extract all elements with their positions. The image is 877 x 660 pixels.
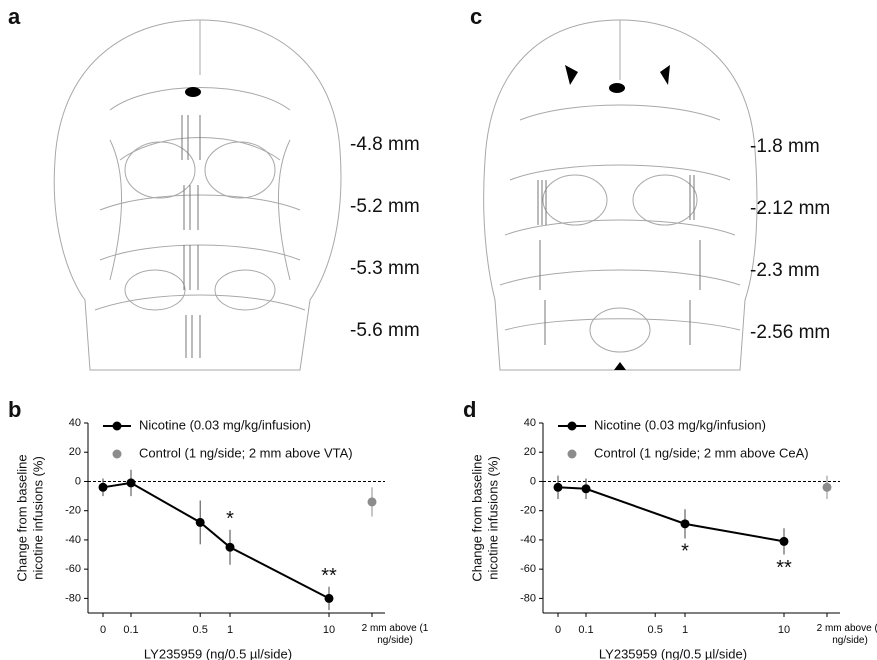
marker bbox=[823, 483, 832, 492]
x-tick-label: 10 bbox=[323, 624, 335, 636]
level-label: -2.3 mm bbox=[750, 260, 820, 281]
level-label: -2.56 mm bbox=[750, 322, 830, 343]
legend-marker bbox=[568, 422, 577, 431]
y-tick-label: -20 bbox=[65, 505, 81, 517]
x-tick-label: 0 bbox=[100, 624, 106, 636]
marker bbox=[368, 497, 377, 506]
marker bbox=[127, 478, 136, 487]
y-tick-label: -40 bbox=[520, 534, 536, 546]
significance: ** bbox=[776, 557, 792, 579]
y-tick-label: -40 bbox=[65, 534, 81, 546]
x-tick-label: 2 mm above (1 ng/side) bbox=[815, 623, 877, 647]
marker bbox=[226, 543, 235, 552]
x-axis-label: LY235959 (ng/0.5 µl/side) bbox=[144, 646, 292, 660]
significance: * bbox=[226, 508, 234, 530]
y-tick-label: 0 bbox=[530, 475, 536, 487]
level-label: -5.6 mm bbox=[350, 320, 420, 341]
y-axis-label: nicotine infusions (%) bbox=[30, 456, 45, 580]
y-axis-label: nicotine infusions (%) bbox=[485, 456, 500, 580]
figure: a c -4.8 mm -5.2 mm -5.3 mm -5.6 mm -1.8 mm -… bbox=[0, 0, 877, 660]
control-label-box: 2 mm above (1 ng/side) bbox=[815, 623, 877, 655]
y-tick-label: -80 bbox=[65, 592, 81, 604]
x-tick-label: 2 mm above (1 ng/side) bbox=[360, 623, 430, 647]
level-label: -5.2 mm bbox=[350, 196, 420, 217]
level-label: -5.3 mm bbox=[350, 258, 420, 279]
control-label-box: 2 mm above (1 ng/side) bbox=[360, 623, 430, 655]
panel-letter: a bbox=[8, 4, 21, 29]
y-tick-label: 40 bbox=[524, 417, 536, 429]
marker bbox=[325, 594, 334, 603]
x-axis-label: LY235959 (ng/0.5 µl/side) bbox=[599, 646, 747, 660]
panel-letter: b bbox=[8, 397, 21, 422]
marker bbox=[196, 518, 205, 527]
level-label: -1.8 mm bbox=[750, 136, 820, 157]
legend-marker bbox=[113, 422, 122, 431]
legend-marker bbox=[568, 450, 577, 459]
legend-label: Nicotine (0.03 mg/kg/infusion) bbox=[594, 417, 766, 432]
x-tick-label: 1 bbox=[682, 624, 688, 636]
x-tick-label: 0 bbox=[555, 624, 561, 636]
legend-label: Nicotine (0.03 mg/kg/infusion) bbox=[139, 417, 311, 432]
legend-label: Control (1 ng/side; 2 mm above VTA) bbox=[139, 445, 353, 460]
x-tick-label: 0.1 bbox=[578, 624, 593, 636]
marker bbox=[780, 537, 789, 546]
atlas-c bbox=[484, 20, 757, 370]
marker bbox=[99, 483, 108, 492]
series-line bbox=[103, 483, 329, 598]
x-tick-label: 1 bbox=[227, 624, 233, 636]
y-axis-label: Change from baseline bbox=[14, 454, 29, 581]
atlas-a bbox=[54, 20, 341, 370]
y-tick-label: 0 bbox=[75, 475, 81, 487]
level-label: -2.12 mm bbox=[750, 198, 830, 219]
series-line bbox=[558, 487, 784, 541]
x-tick-label: 0.1 bbox=[123, 624, 138, 636]
panel-letter: d bbox=[463, 397, 476, 422]
marker bbox=[681, 519, 690, 528]
y-tick-label: -60 bbox=[65, 563, 81, 575]
y-tick-label: -20 bbox=[520, 505, 536, 517]
y-tick-label: 40 bbox=[69, 417, 81, 429]
y-axis-label: Change from baseline bbox=[469, 454, 484, 581]
marker bbox=[554, 483, 563, 492]
y-tick-label: 20 bbox=[69, 446, 81, 458]
y-tick-label: 20 bbox=[524, 446, 536, 458]
panel-letter: c bbox=[470, 4, 482, 29]
x-tick-label: 10 bbox=[778, 624, 790, 636]
legend-marker bbox=[113, 450, 122, 459]
significance: * bbox=[681, 541, 689, 563]
level-label: -4.8 mm bbox=[350, 134, 420, 155]
y-tick-label: -80 bbox=[520, 592, 536, 604]
y-tick-label: -60 bbox=[520, 563, 536, 575]
significance: ** bbox=[321, 565, 337, 587]
marker bbox=[582, 484, 591, 493]
x-tick-label: 0.5 bbox=[648, 624, 663, 636]
x-tick-label: 0.5 bbox=[193, 624, 208, 636]
legend-label: Control (1 ng/side; 2 mm above CeA) bbox=[594, 445, 809, 460]
